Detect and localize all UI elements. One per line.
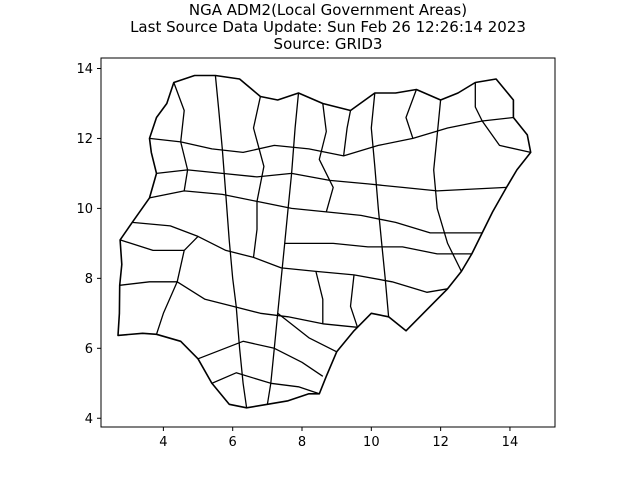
y-axis: 4 6 8 10 12 14 — [76, 62, 101, 427]
lga-boundary — [349, 274, 359, 328]
x-tick-label: 6 — [229, 435, 237, 450]
lga-boundary — [211, 372, 320, 395]
x-axis: 4 6 8 10 12 14 — [159, 427, 518, 450]
y-tick-label: 10 — [76, 202, 93, 217]
lga-boundary — [149, 190, 483, 234]
lga-boundary — [370, 92, 390, 317]
lga-boundary — [284, 242, 472, 255]
lga-boundary — [315, 271, 324, 324]
map-layer — [117, 74, 532, 409]
title-line-2: Last Source Data Update: Sun Feb 26 12:2… — [130, 18, 526, 36]
y-tick-label: 14 — [76, 62, 93, 77]
lga-boundary — [433, 99, 462, 272]
lga-boundary — [405, 89, 418, 139]
country-outline — [117, 74, 532, 409]
y-tick-label: 4 — [85, 412, 93, 427]
lga-boundary — [214, 75, 248, 408]
x-tick-label: 8 — [298, 435, 306, 450]
y-tick-label: 8 — [85, 272, 93, 287]
x-tick-label: 14 — [502, 435, 519, 450]
lga-boundary — [156, 169, 507, 192]
x-tick-label: 10 — [363, 435, 380, 450]
y-tick-label: 12 — [76, 132, 93, 147]
x-tick-label: 4 — [159, 435, 167, 450]
axes-frame — [100, 57, 556, 428]
lga-boundary — [474, 82, 531, 154]
lga-boundary — [173, 82, 189, 192]
lga-boundary — [119, 239, 185, 252]
y-tick-label: 6 — [85, 342, 93, 357]
title-line-1: NGA ADM2(Local Government Areas) — [188, 1, 468, 19]
lga-boundary — [252, 96, 265, 202]
lga-boundary — [197, 340, 324, 377]
lga-boundary — [155, 281, 178, 335]
lga-boundary — [277, 312, 337, 353]
lga-boundary — [149, 116, 514, 157]
lga-boundary — [318, 103, 334, 213]
map-title: NGA ADM2(Local Government Areas) Last So… — [0, 2, 640, 53]
lga-boundary — [252, 201, 258, 258]
title-line-3: Source: GRID3 — [273, 35, 383, 53]
lga-boundary — [132, 221, 448, 293]
lga-boundary — [266, 92, 300, 405]
x-tick-label: 12 — [432, 435, 449, 450]
lga-boundary — [342, 110, 352, 156]
